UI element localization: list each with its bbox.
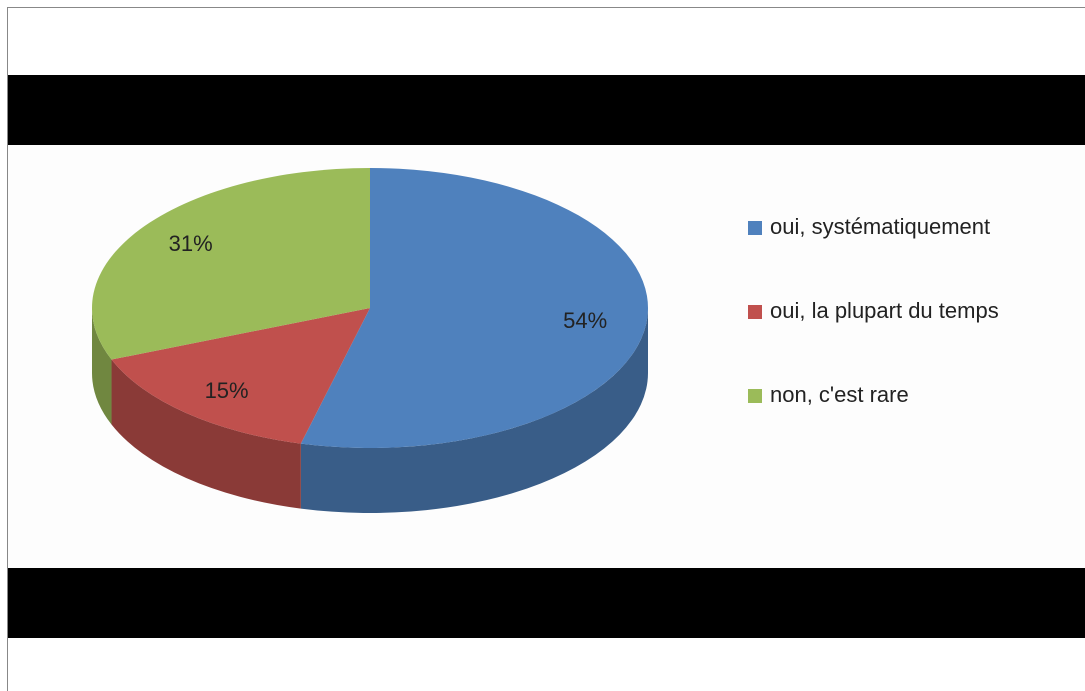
slice <box>91 168 371 360</box>
legend-label: oui, la plupart du temps <box>770 298 999 323</box>
labels: 54% oui, systématiquement 15% oui, la plupa… <box>169 214 999 407</box>
data-label: 54% <box>563 308 607 333</box>
legend-label: oui, systématiquement <box>770 214 990 239</box>
legend-swatch <box>748 305 762 319</box>
pie-tops <box>91 168 649 448</box>
slice-wall <box>300 308 648 513</box>
redaction-bar <box>8 75 1085 145</box>
redaction-bar <box>8 568 1085 638</box>
slice-wall <box>92 308 112 425</box>
pie-walls <box>92 308 648 513</box>
data-label: 31% <box>169 231 213 256</box>
data-label: 15% <box>205 378 249 403</box>
slice <box>111 308 370 444</box>
legend-swatch <box>748 221 762 235</box>
legend-swatch <box>748 389 762 403</box>
legend-label: non, c'est rare <box>770 382 909 407</box>
slice-wall <box>111 359 301 509</box>
slice <box>300 168 649 448</box>
